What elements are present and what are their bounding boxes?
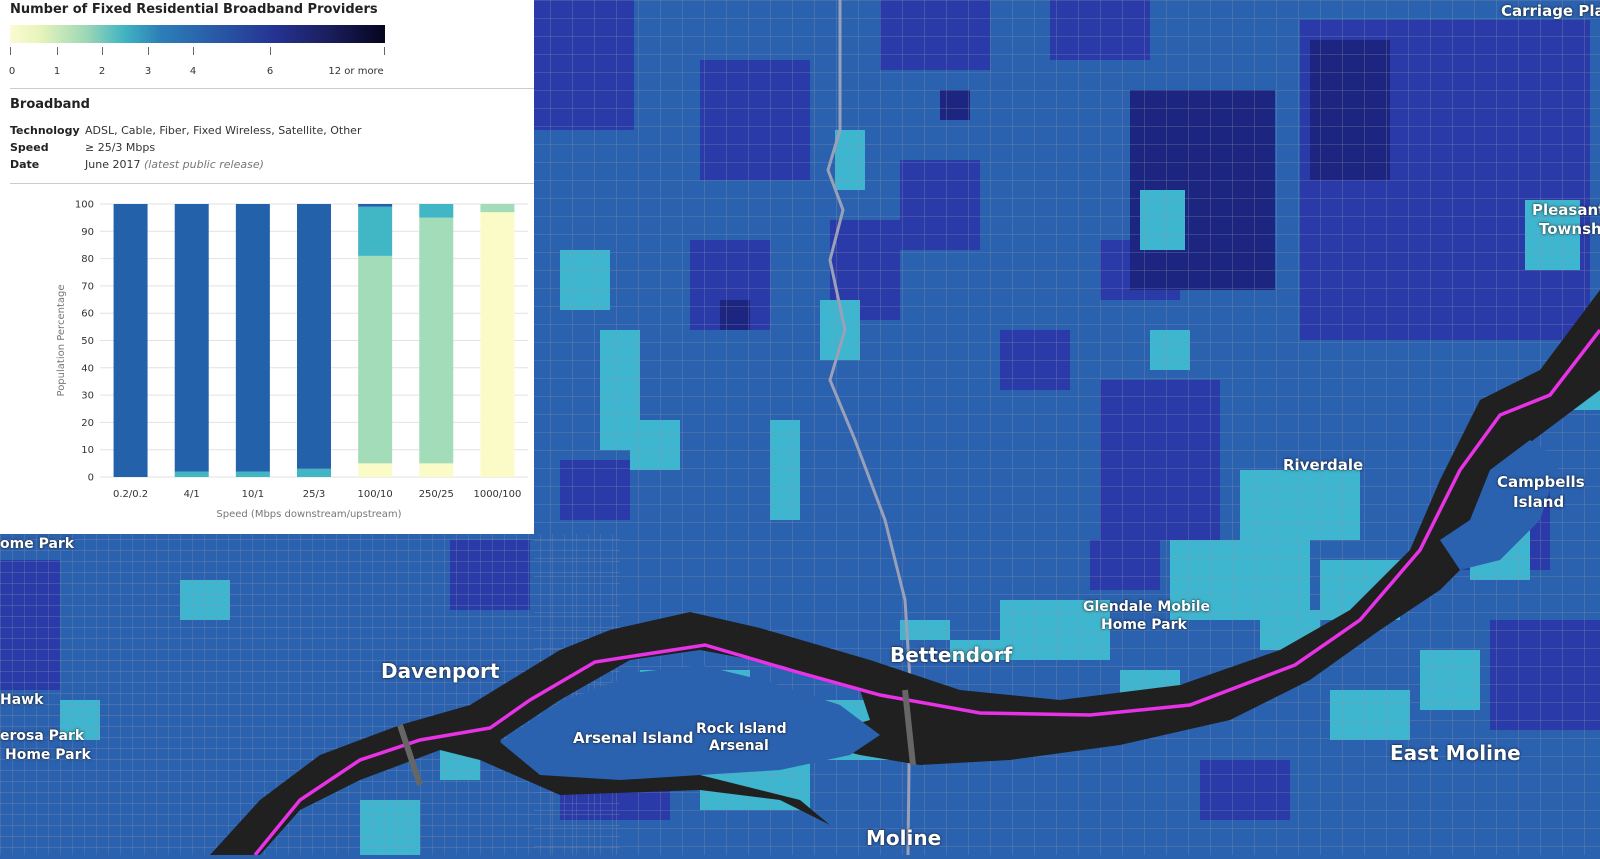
x-tick-label: 4/1 (184, 489, 200, 500)
bar-segment-3 (297, 204, 331, 469)
date-note: (latest public release) (143, 158, 264, 171)
y-tick-label: 70 (81, 281, 94, 292)
chart-bars (113, 204, 515, 477)
bridge (397, 724, 423, 786)
bar-segment-1 (358, 255, 393, 464)
y-tick-label: 60 (81, 309, 94, 320)
city-label-bettendorf: Bettendorf (890, 643, 1013, 667)
bar-segment-3 (174, 204, 209, 472)
y-tick-label: 10 (81, 445, 94, 456)
legend-tick (10, 47, 11, 55)
bar-segment-1 (480, 204, 515, 213)
x-tick-label: 250/25 (419, 489, 454, 500)
y-tick-label: 30 (81, 391, 94, 402)
y-tick-label: 50 (81, 336, 94, 347)
bar-segment-2 (235, 471, 270, 477)
legend-tick-label: 3 (144, 66, 152, 77)
place-label-island: Island (1513, 493, 1565, 511)
bar-segment-3 (113, 204, 148, 477)
chart-y-ticks: 0 10 20 30 40 50 60 70 80 90 100 (75, 200, 94, 484)
place-label-arsenal-island: Arsenal Island (573, 729, 694, 747)
date-value: June 2017 (85, 158, 144, 171)
bar-segment-3 (358, 204, 393, 207)
y-tick-label: 100 (75, 200, 94, 211)
place-label-erosa-park: erosa Park (0, 728, 85, 744)
filter-section-title: Broadband (10, 97, 90, 112)
legend-tick-label: 0 (8, 66, 16, 77)
y-tick-label: 20 (81, 418, 94, 429)
place-label-pleasant: Pleasant V (1532, 201, 1600, 219)
bar-segment-2 (419, 204, 454, 218)
arsenal-island-land (500, 665, 880, 780)
place-label-campbells: Campbells (1497, 473, 1585, 491)
place-label-arsenal: Arsenal (709, 738, 769, 754)
filter-key-date: Date (10, 158, 40, 171)
y-tick-label: 0 (88, 473, 94, 484)
x-tick-label: 10/1 (242, 489, 264, 500)
legend-tick-label: 6 (266, 66, 274, 77)
y-tick-label: 40 (81, 363, 94, 374)
bar-segment-2 (358, 206, 393, 256)
legend-tick (102, 47, 103, 55)
x-tick-label: 0.2/0.2 (113, 489, 148, 500)
x-tick-label: 25/3 (303, 489, 325, 500)
bar-segment-1 (419, 217, 454, 464)
y-tick-label: 90 (81, 227, 94, 238)
bar-segment-0 (358, 463, 393, 477)
divider (10, 88, 534, 89)
legend-tick (57, 47, 58, 55)
y-axis-title: Population Percentage (56, 285, 67, 397)
x-tick-label: 100/10 (358, 489, 393, 500)
bar-segment-3 (235, 204, 270, 472)
place-label-lower-home-park: Home Park (5, 747, 91, 763)
place-label-rock-island: Rock Island (696, 721, 787, 737)
campbells-island-land (1440, 440, 1560, 570)
place-label-carriage-place: Carriage Place (1501, 2, 1600, 20)
bar-segment-2 (174, 471, 209, 477)
place-label-glendale: Glendale Mobile (1083, 599, 1211, 615)
legend-tick-label: 12 or more (328, 66, 384, 77)
place-label-home-park: ome Park (0, 536, 75, 552)
x-tick-label: 1000/100 (473, 489, 521, 500)
place-label-hawk: Hawk (0, 692, 44, 708)
place-label-riverdale: Riverdale (1283, 456, 1364, 474)
state-boundary-line (253, 328, 1600, 857)
divider (10, 183, 534, 184)
legend-tick-label: 2 (98, 66, 106, 77)
bar-segment-0 (419, 463, 454, 477)
filter-key-technology: Technology (10, 124, 80, 137)
filter-value-date: June 2017 (latest public release) (85, 158, 264, 171)
y-tick-label: 80 (81, 254, 94, 265)
city-label-davenport: Davenport (381, 659, 500, 683)
legend-tick-label: 1 (53, 66, 61, 77)
legend-tick (193, 47, 194, 55)
bar-segment-2 (297, 468, 331, 477)
place-label-township: Townsh (1539, 220, 1600, 238)
legend-tick (384, 47, 385, 55)
city-label-east-moline: East Moline (1390, 741, 1521, 765)
bar-segment-0 (480, 212, 515, 477)
filter-key-speed: Speed (10, 141, 49, 154)
legend-color-scale (10, 25, 385, 43)
speed-population-chart: 0 10 20 30 40 50 60 70 80 90 100 0.2/0.2 4/1 10/1 25/… (56, 200, 528, 520)
city-label-moline: Moline (866, 826, 942, 850)
mississippi-river (210, 290, 1600, 855)
filter-value-technology: ADSL, Cable, Fiber, Fixed Wireless, Sate… (85, 124, 362, 137)
bridge (902, 689, 916, 766)
info-panel: Number of Fixed Residential Broadband Pr… (0, 0, 534, 534)
legend-tick (148, 47, 149, 55)
legend-tick (270, 47, 271, 55)
legend-title: Number of Fixed Residential Broadband Pr… (10, 2, 378, 17)
interstate-highway (826, 0, 912, 856)
chart-x-ticks: 0.2/0.2 4/1 10/1 25/3 100/10 250/25 1000/100 (113, 489, 521, 500)
x-axis-title: Speed (Mbps downstream/upstream) (216, 509, 401, 520)
legend-tick-label: 4 (189, 66, 197, 77)
filter-value-speed: ≥ 25/3 Mbps (85, 141, 156, 154)
place-label-glendale-home-park: Home Park (1101, 617, 1187, 633)
